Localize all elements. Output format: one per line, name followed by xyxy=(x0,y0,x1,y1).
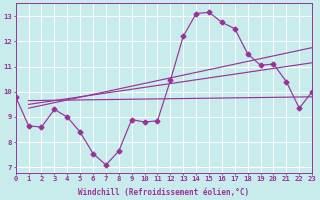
X-axis label: Windchill (Refroidissement éolien,°C): Windchill (Refroidissement éolien,°C) xyxy=(78,188,250,197)
